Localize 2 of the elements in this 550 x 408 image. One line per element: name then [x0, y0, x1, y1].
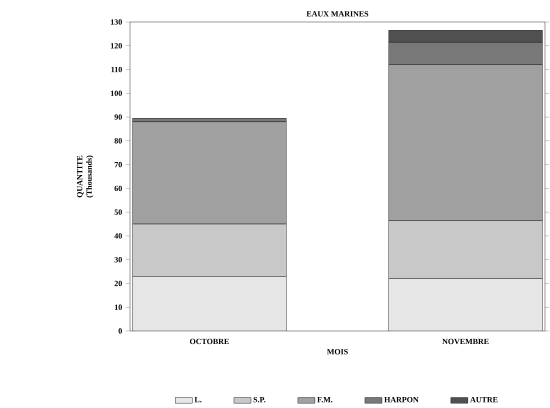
bar: [132, 276, 286, 332]
bar: [388, 278, 543, 332]
